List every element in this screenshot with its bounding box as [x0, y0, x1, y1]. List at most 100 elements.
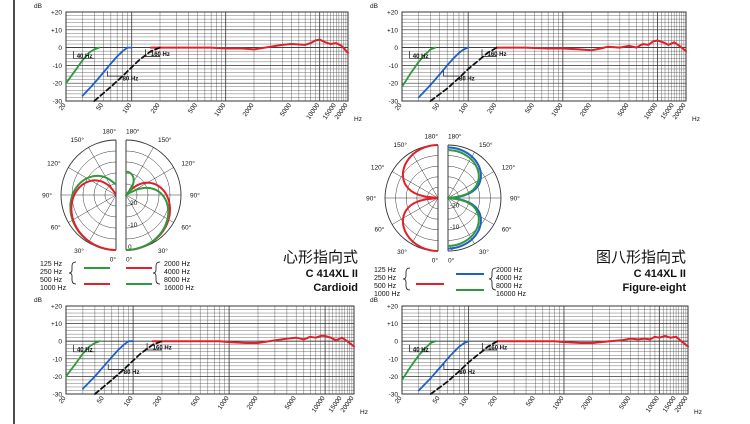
- polar-angle-label: 0°: [432, 257, 439, 265]
- y-tick-label: 0: [58, 339, 62, 346]
- annotation-bracket: [107, 364, 124, 370]
- y-tick-label: +20: [51, 304, 62, 311]
- x-tick-label: 20: [394, 395, 404, 405]
- x-tick-label: 500: [190, 395, 202, 408]
- polar-angle-label: 90°: [42, 192, 52, 200]
- legend-label: 125 Hz: [374, 267, 397, 274]
- polar-angle-label: 120°: [181, 160, 195, 168]
- y-tick-label: +20: [387, 304, 398, 311]
- legend-label: 500 Hz: [374, 283, 397, 290]
- polar-angle-label: 120°: [371, 164, 385, 172]
- polar-angle-label: 0°: [126, 256, 133, 264]
- x-tick-label: 20000: [334, 102, 350, 121]
- y-tick-label: -30: [53, 99, 63, 106]
- y-tick-label: -10: [53, 356, 63, 363]
- annotation-bracket: [443, 364, 460, 370]
- polar-spoke: [68, 194, 117, 223]
- polar-spoke: [447, 171, 495, 199]
- polar-angle-label: 150°: [71, 136, 85, 144]
- y-tick-label: -20: [389, 374, 399, 381]
- x-tick-label: 100: [458, 102, 470, 115]
- frequency-response-chart-figure8: +20 +10 0 -10 -20 -30 dB 20 50 100 200 500 1000 2000 5…: [370, 3, 700, 123]
- caption-chinese: 心形指向式: [283, 248, 358, 266]
- annotation-bracket: [73, 51, 95, 59]
- polar-spoke: [125, 194, 174, 223]
- series-line-black: [429, 46, 498, 102]
- polar-angle-label: 180°: [425, 133, 439, 141]
- x-tick-label: 50: [95, 102, 105, 112]
- x-tick-label: 20000: [674, 395, 690, 414]
- annotation-label: 80 Hz: [459, 77, 475, 83]
- polar-angle-label: 180°: [126, 128, 140, 136]
- y-axis-label: dB: [370, 3, 378, 10]
- polar-pattern-figure8: 180° 150° 120° 90° 60° 30° 0° 180° 150° 120° 90° 60…: [366, 133, 520, 265]
- x-tick-label: 2000: [242, 102, 256, 118]
- legend-label: 250 Hz: [374, 275, 397, 282]
- polar-angle-label: 30°: [74, 247, 84, 255]
- plot-frame: [65, 11, 349, 102]
- legend-label: 8000 Hz: [496, 283, 523, 290]
- polar-angle-label: 180°: [103, 128, 117, 136]
- x-tick-label: 1000: [550, 102, 564, 118]
- legend-label: 1000 Hz: [374, 291, 401, 298]
- x-axis-label: Hz: [360, 409, 368, 416]
- legend-label: 16000 Hz: [496, 291, 526, 298]
- y-tick-label: 0: [394, 339, 398, 346]
- polar-angle-label: 30°: [397, 248, 407, 256]
- y-axis-label: dB: [34, 297, 42, 304]
- polar-angle-label: 120°: [502, 164, 516, 172]
- annotation-label: 40 Hz: [77, 54, 93, 60]
- y-tick-label: +10: [387, 321, 398, 328]
- y-tick-label: +10: [51, 27, 62, 34]
- caption-chinese: 图八形指向式: [596, 248, 686, 266]
- x-tick-label: 20: [58, 102, 68, 112]
- y-tick-label: -30: [389, 99, 399, 106]
- polar-angle-label: 0°: [448, 257, 455, 265]
- polar-spoke: [447, 197, 475, 245]
- x-tick-label: 10000: [311, 395, 327, 414]
- polar-angle-label: 60°: [181, 224, 191, 232]
- polar-radial-label: -10: [128, 222, 138, 229]
- polar-angle-label: 30°: [479, 248, 489, 256]
- x-tick-label: 5000: [617, 102, 631, 118]
- y-tick-label: 0: [394, 45, 398, 52]
- x-tick-label: 2000: [579, 102, 593, 118]
- polar-radial-label: 0: [128, 244, 132, 251]
- x-tick-label: 20000: [340, 395, 356, 414]
- annotation-bracket: [443, 70, 459, 77]
- frequency-response-chart-cardioid: +20 +10 0 -10 -20 -30 dB 20 50 100 200 500 1000 2000 5…: [34, 3, 362, 123]
- x-tick-label: 200: [150, 102, 162, 115]
- x-tick-label: 500: [187, 102, 199, 115]
- x-tick-label: 10000: [645, 395, 661, 414]
- series-line-green: [65, 46, 100, 85]
- annotation-label: 40 Hz: [77, 347, 93, 353]
- polar-spoke: [125, 194, 154, 243]
- y-tick-label: 0: [58, 45, 62, 52]
- y-tick-label: -30: [389, 392, 399, 399]
- annotation-label: 80 Hz: [124, 370, 140, 376]
- y-tick-label: +20: [51, 10, 62, 17]
- annotation-label: 160 Hz: [487, 52, 506, 58]
- y-tick-label: -30: [53, 392, 63, 399]
- polar-radial-label: -20: [450, 203, 460, 210]
- y-tick-label: +10: [51, 321, 62, 328]
- x-tick-label: 1000: [552, 395, 566, 411]
- series-line-blue: [81, 46, 133, 97]
- polar-angle-label: 30°: [158, 247, 168, 255]
- series-line-red: [496, 334, 689, 348]
- polar-spoke: [125, 147, 154, 196]
- legend-label: 4000 Hz: [164, 269, 191, 276]
- polar-spoke: [391, 197, 439, 225]
- polar-pattern-cardioid: 180° 150° 120° 90° 60° 30° 0° 180° 150° 120° 90° 60…: [42, 128, 200, 264]
- series-line-green: [65, 340, 101, 378]
- y-tick-label: -10: [389, 356, 399, 363]
- x-tick-label: 50: [96, 395, 106, 405]
- polar-spoke: [88, 194, 117, 243]
- polar-angle-label: 150°: [479, 141, 493, 149]
- caption-pattern: Cardioid: [313, 282, 358, 294]
- polar-angle-label: 120°: [47, 160, 61, 168]
- x-tick-label: 1000: [213, 102, 227, 118]
- plot-frame: [65, 305, 355, 395]
- legend-label: 4000 Hz: [496, 275, 523, 282]
- x-tick-label: 10000: [643, 102, 659, 121]
